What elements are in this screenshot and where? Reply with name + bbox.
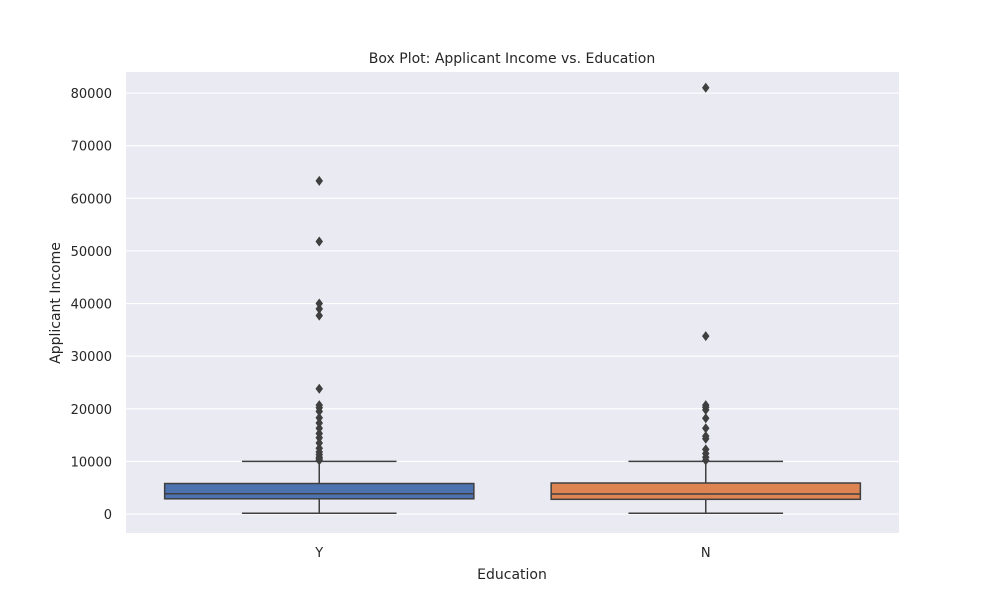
plot-area (126, 72, 899, 533)
y-tick-label: 70000 (71, 140, 112, 155)
y-tick-label: 50000 (71, 245, 112, 260)
x-tick-label: N (701, 546, 711, 561)
outlier-point (315, 303, 323, 314)
outlier-point (702, 413, 710, 424)
outlier-point (702, 431, 710, 442)
y-axis-label: Applicant Income (48, 242, 64, 364)
y-tick-label: 0 (104, 508, 112, 523)
outlier-point (702, 400, 710, 411)
y-tick-label: 80000 (71, 87, 112, 102)
box-Y (163, 175, 475, 515)
y-tick-label: 10000 (71, 455, 112, 470)
chart-title: Box Plot: Applicant Income vs. Education (369, 51, 655, 67)
x-tick-label: Y (314, 546, 323, 561)
outlier-point (315, 412, 323, 423)
outlier-point (315, 175, 323, 186)
y-tick-label: 60000 (71, 192, 112, 207)
outlier-point (702, 331, 710, 342)
outlier-point (702, 423, 710, 434)
outlier-point (702, 82, 710, 93)
outlier-point (315, 383, 323, 394)
outlier-point (315, 428, 323, 439)
y-tick-label: 40000 (71, 298, 112, 313)
outlier-point (315, 298, 323, 309)
outlier-point (315, 400, 323, 411)
box-N (550, 82, 862, 515)
outlier-point (315, 418, 323, 429)
outlier-point (315, 310, 323, 321)
y-tick-label: 20000 (71, 403, 112, 418)
y-tick-label: 30000 (71, 350, 112, 365)
boxes (163, 82, 862, 515)
y-tick-labels: 0 10000 20000 30000 40000 50000 60000 70000 8000… (71, 87, 112, 523)
outlier-point (315, 236, 323, 247)
iqr-box (163, 482, 475, 500)
x-axis-label: Education (477, 567, 547, 583)
outlier-point (702, 444, 710, 455)
iqr-box (550, 482, 862, 501)
outlier-point (315, 438, 323, 449)
outlier-point (315, 423, 323, 434)
outlier-point (315, 443, 323, 454)
